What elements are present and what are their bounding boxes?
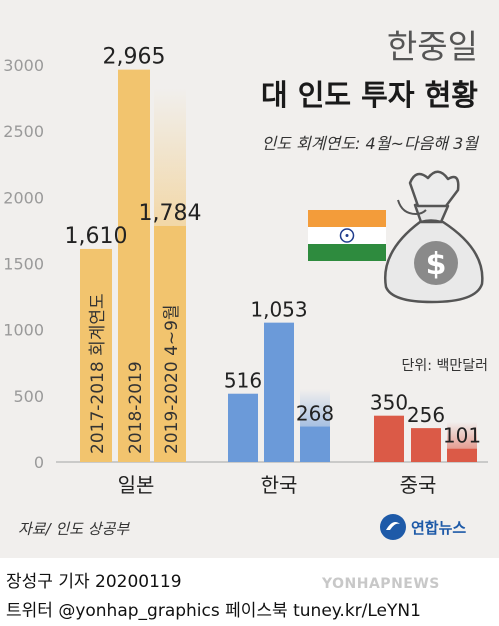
reporter-credit: 장성구 기자 20200119 <box>6 572 182 592</box>
bar-value-label: 2,965 <box>103 45 166 70</box>
yonhap-logo: 연합뉴스 <box>378 510 493 544</box>
bar-period-label: 2018-2019 <box>126 361 146 454</box>
y-tick-label: 2500 <box>3 122 44 141</box>
bar-value-label: 256 <box>407 403 445 427</box>
yonhap-logo-text: 연합뉴스 <box>411 519 467 537</box>
bar-period-label: 2019-2020 4~9월 <box>162 304 182 454</box>
bar <box>374 415 404 462</box>
bar <box>80 248 112 462</box>
bar-value-label: 1,053 <box>250 298 307 322</box>
title-line-1: 한중일 <box>386 27 478 66</box>
bar-value-label: 1,784 <box>139 201 202 226</box>
india-flag-icon <box>308 210 386 261</box>
y-tick-label: 2000 <box>3 188 44 207</box>
category-label: 중국 <box>400 473 437 497</box>
unit-label: 단위: 백만달러 <box>401 358 488 374</box>
social-credit: 트위터 @yonhap_graphics 페이스북 tuney.kr/LeYN1 <box>6 601 421 621</box>
bar-value-label: 1,610 <box>65 224 128 249</box>
bar-value-label: 516 <box>224 369 262 393</box>
bar-value-label: 268 <box>296 402 334 426</box>
bar-projection <box>300 388 330 427</box>
bar <box>264 322 294 462</box>
y-tick-label: 500 <box>13 387 44 406</box>
y-tick-label: 3000 <box>3 56 44 75</box>
bar-value-label: 350 <box>370 391 408 415</box>
bar <box>411 428 441 462</box>
category-label: 한국 <box>261 473 298 497</box>
bar-period-label: 2017-2018 회계연도 <box>88 293 108 454</box>
bar <box>447 448 477 462</box>
bar-projection <box>154 87 186 226</box>
svg-text:$: $ <box>426 247 447 282</box>
bar <box>154 225 186 462</box>
bar <box>228 393 258 462</box>
source-note: 자료/ 인도 상공부 <box>18 520 130 538</box>
bar-chart: $ 0 500 1000 1500 2000 2500 3000 1,610 2017-201… <box>3 45 488 497</box>
y-tick-label: 0 <box>34 453 44 472</box>
category-label: 일본 <box>118 473 155 497</box>
yonhap-logo-icon <box>380 514 406 540</box>
fiscal-year-note: 인도 회계연도: 4월~다음해 3월 <box>261 134 478 153</box>
bar-projection <box>447 421 477 449</box>
bar <box>118 69 150 463</box>
watermark: YONHAPNEWS <box>322 576 440 592</box>
chart-title: 대 인도 투자 현황 <box>260 78 478 112</box>
bar-value-label: 101 <box>443 424 481 448</box>
y-tick-label: 1500 <box>3 255 44 274</box>
y-tick-label: 1000 <box>3 321 44 340</box>
money-bag-icon: $ <box>384 170 484 304</box>
bar <box>300 426 330 462</box>
